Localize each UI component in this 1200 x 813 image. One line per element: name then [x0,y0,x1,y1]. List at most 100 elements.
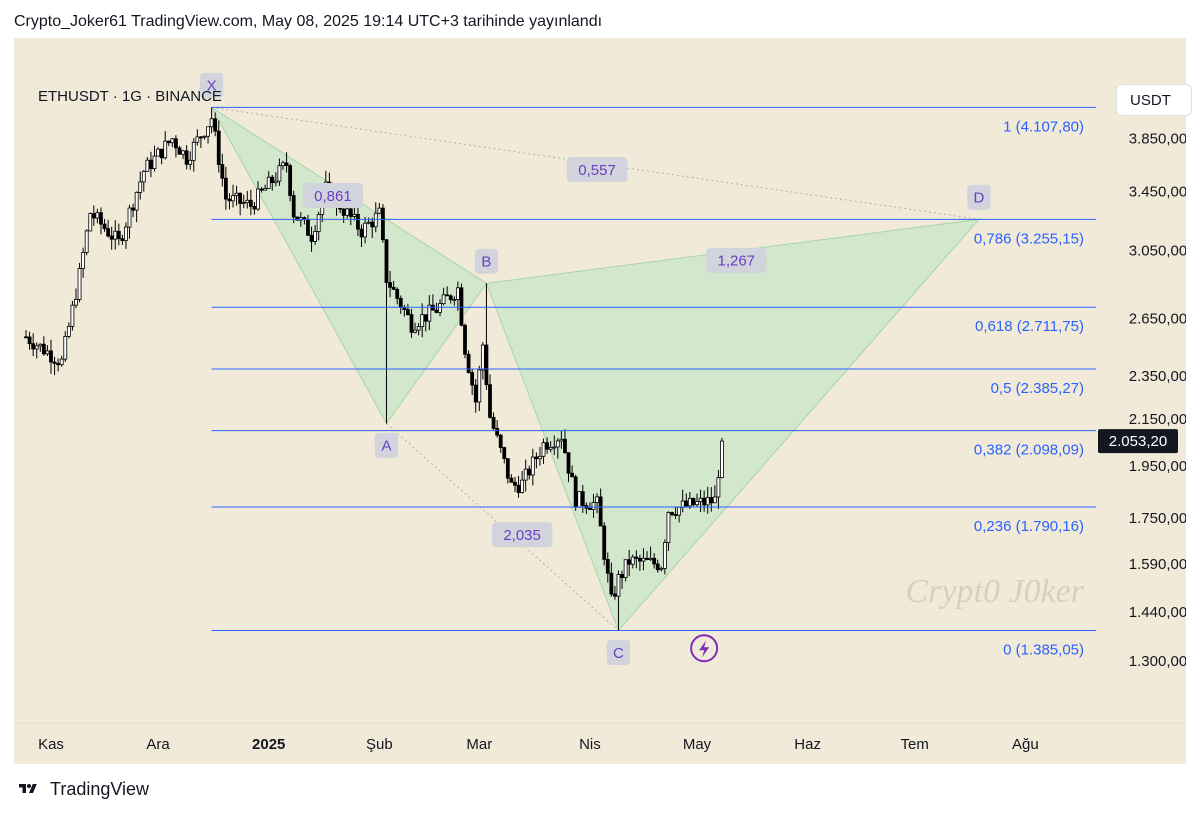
price-tick-label: 1.590,00 [1129,556,1186,573]
candle [409,308,414,338]
price-tick-label: 1.750,00 [1129,510,1186,527]
candle [591,494,596,518]
candle [273,172,278,187]
candle [480,341,485,380]
candle [59,355,64,367]
candle [223,166,228,210]
candle [570,465,574,478]
candle [106,219,111,238]
pattern-triangle-bcd[interactable] [485,218,981,632]
candle [38,343,43,352]
candle [605,552,610,583]
candle [563,429,567,454]
candle [384,239,389,424]
watermark: Crypt0 J0ker [906,573,1085,610]
candle [484,283,489,390]
candle [388,270,392,298]
svg-text:0,557: 0,557 [578,162,616,179]
candle [466,350,471,374]
tradingview-logo-icon [19,784,37,793]
candle [637,554,642,571]
current-price-tag: 2.053,20 [1098,429,1178,454]
candle [641,548,646,571]
time-tick-label: Ara [146,736,170,753]
candle [245,190,250,209]
chart-plot[interactable]: 1 (4.107,80) 0,786 (3.255,15) 0,618 (2.711… [14,38,1186,764]
candle [538,446,542,466]
candle [470,368,475,396]
candle [705,486,710,514]
candle [109,226,114,250]
currency-unit-button[interactable]: USDT [1116,84,1192,116]
candle [548,441,553,453]
pattern-line-xd [211,106,980,220]
candle [170,137,175,148]
fib-retracement[interactable]: 1 (4.107,80) 0,786 (3.255,15) 0,618 (2.711… [211,106,1096,659]
candle [99,207,103,235]
candle [256,181,260,211]
candle [366,217,371,225]
candle [348,207,353,226]
candle [523,459,528,492]
candle [88,212,93,232]
candle [670,511,674,517]
price-axis[interactable]: 4.250,003.850,003.450,003.050,002.650,00… [1129,83,1186,670]
candle [77,262,82,303]
candle [645,551,649,561]
pattern-ratio-label[interactable]: 0,557 [566,157,628,183]
candle [602,522,607,566]
chart-area[interactable]: 1 (4.107,80) 0,786 (3.255,15) 0,618 (2.711… [14,38,1192,764]
candle [666,511,671,551]
pattern-ratio-label[interactable]: 1,267 [706,247,767,273]
candle [459,283,464,327]
candle [505,458,510,484]
time-tick-label: May [683,736,712,753]
candle [416,322,421,336]
lightning-icon[interactable] [690,634,719,663]
svg-text:A: A [381,438,391,455]
candle [184,145,189,170]
candle [477,365,482,411]
candle [427,295,432,331]
time-tick-label: Tem [901,736,929,753]
candle [31,333,36,357]
pattern-ratio-label[interactable]: 2,035 [491,522,553,548]
candle [45,345,50,357]
candle [252,202,257,215]
candle [177,145,182,155]
candle [616,570,621,631]
pattern-point-a[interactable]: A [374,432,399,458]
candle [455,281,460,311]
candle [84,229,89,256]
candle [352,207,357,221]
pattern-point-x[interactable]: X [199,72,224,98]
candle [413,322,417,334]
pattern-point-b[interactable]: B [474,248,499,274]
candle [580,484,585,513]
candle [695,493,699,508]
candle [213,112,218,137]
time-axis[interactable]: Kas Ara 2025 Şub Mar Nis May Haz Tem Ağu [38,736,1039,753]
candle [152,145,157,172]
pattern-point-c[interactable]: C [606,640,631,666]
pattern-triangle-xab[interactable] [211,106,488,425]
candle [566,452,571,483]
candle [673,507,678,520]
pattern-point-d[interactable]: D [967,184,991,210]
price-tick-label: 2.150,00 [1129,411,1186,428]
candle [263,184,268,191]
candle [231,184,235,208]
candle [131,203,135,218]
candle [266,171,271,189]
candle [52,356,57,376]
candle [395,287,400,305]
candle [488,374,492,419]
price-tick-label: 2.650,00 [1129,310,1186,327]
pattern-ratio-label[interactable]: 0,861 [302,183,364,209]
candle [452,296,457,306]
footer: TradingView [14,778,149,800]
candle [577,491,582,508]
candle [149,151,153,178]
candle [513,476,517,492]
candle [270,174,275,191]
